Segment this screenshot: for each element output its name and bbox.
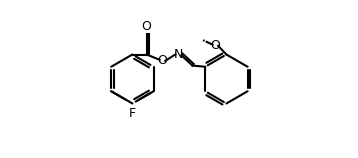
Text: F: F bbox=[129, 107, 136, 120]
Text: O: O bbox=[196, 34, 206, 47]
Text: O: O bbox=[158, 54, 167, 67]
Text: O: O bbox=[142, 20, 151, 33]
Text: O: O bbox=[211, 39, 220, 52]
Text: N: N bbox=[174, 48, 183, 61]
